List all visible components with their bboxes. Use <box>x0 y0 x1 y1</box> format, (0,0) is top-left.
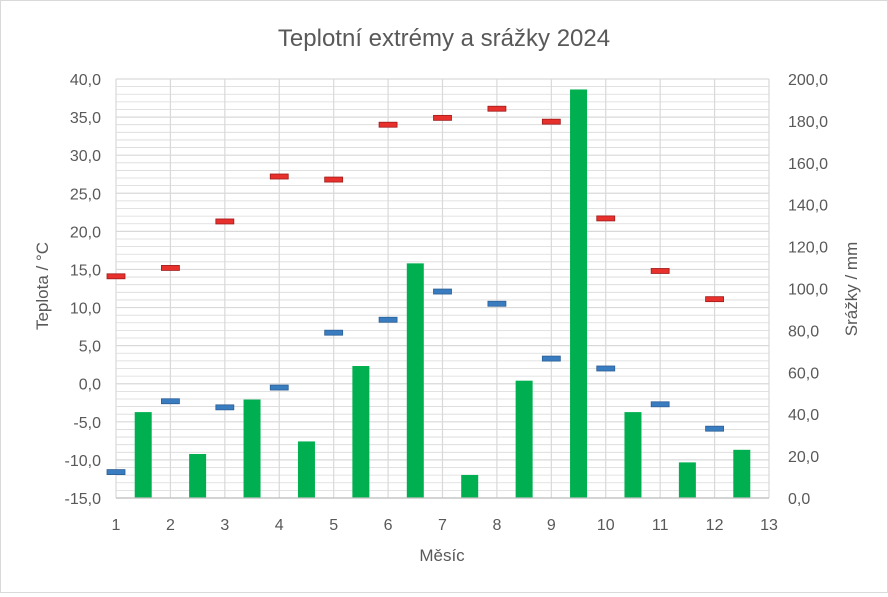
y-left-tick-label: 30,0 <box>70 148 101 165</box>
min-temperature-marker <box>215 404 235 411</box>
y-left-tick-label: 40,0 <box>70 72 101 89</box>
x-tick-label: 11 <box>652 517 669 534</box>
y-left-tick-label: 5,0 <box>79 339 101 356</box>
y-left-tick-label: 10,0 <box>70 301 101 318</box>
max-temperature-marker <box>378 121 398 128</box>
precipitation-bar <box>243 399 261 498</box>
precipitation-bars <box>134 89 751 498</box>
y-right-tick-label: 80,0 <box>788 323 819 340</box>
min-temperature-marker <box>650 401 670 408</box>
y-right-tick-label: 20,0 <box>788 449 819 466</box>
x-tick-label: 7 <box>438 517 447 534</box>
precipitation-bar <box>515 380 533 498</box>
max-temperature-marker <box>487 105 507 112</box>
precipitation-bar <box>352 366 370 498</box>
min-temperature-marker <box>541 355 561 362</box>
min-temperature-marker <box>324 329 344 336</box>
max-temperature-marker <box>215 218 235 225</box>
y-left-tick-label: -15,0 <box>65 491 102 508</box>
x-tick-label: 6 <box>384 517 393 534</box>
y-right-tick-label: 60,0 <box>788 365 819 382</box>
precipitation-bar <box>134 412 152 498</box>
precipitation-bar <box>678 462 696 498</box>
min-temperature-marker <box>269 384 289 391</box>
x-tick-label: 5 <box>329 517 338 534</box>
axes: 1 2 3 4 5 6 7 8 9 10 11 12 13-15,0-10,0-5,00,05,010,… <box>65 72 829 534</box>
min-temperature-marker <box>378 316 398 323</box>
y-right-tick-label: 200,0 <box>788 72 828 89</box>
max-temperature-marker <box>650 268 670 274</box>
max-temperature-marker <box>324 176 344 183</box>
y-right-tick-label: 140,0 <box>788 198 828 215</box>
precipitation-bar <box>624 412 642 498</box>
temperature-marks <box>106 105 724 475</box>
x-tick-label: 2 <box>166 517 175 534</box>
min-temperature-marker <box>433 288 452 295</box>
x-tick-label: 3 <box>220 517 229 534</box>
y-left-tick-label: -10,0 <box>65 453 102 470</box>
min-temperature-marker <box>161 398 180 405</box>
y-right-tick-label: 160,0 <box>788 156 828 173</box>
y-right-tick-label: 180,0 <box>788 114 828 131</box>
y-axis-title-left: Teplota / °C <box>33 242 52 330</box>
y-axis-title-right: Srážky / mm <box>842 242 861 336</box>
max-temperature-marker <box>269 173 289 180</box>
y-left-tick-label: 15,0 <box>70 262 101 279</box>
min-temperature-marker <box>705 425 724 432</box>
max-temperature-marker <box>161 265 180 271</box>
x-tick-label: 4 <box>275 517 284 534</box>
x-tick-label: 8 <box>492 517 501 534</box>
precipitation-bar <box>570 89 588 498</box>
y-left-tick-label: 25,0 <box>70 186 101 203</box>
y-left-tick-label: 20,0 <box>70 224 101 241</box>
y-right-tick-label: 100,0 <box>788 282 828 299</box>
x-tick-label: 10 <box>597 517 615 534</box>
y-right-tick-label: 40,0 <box>788 407 819 424</box>
y-left-tick-label: 35,0 <box>70 110 101 127</box>
x-tick-label: 1 <box>112 517 121 534</box>
y-left-tick-label: 0,0 <box>79 377 101 394</box>
precipitation-bar <box>189 454 207 498</box>
max-temperature-marker <box>106 273 126 280</box>
min-temperature-marker <box>596 365 616 372</box>
x-axis-title: Měsíc <box>419 546 465 565</box>
min-temperature-marker <box>487 300 507 307</box>
chart-title: Teplotní extrémy a srážky 2024 <box>278 25 610 52</box>
min-temperature-marker <box>106 469 126 475</box>
max-temperature-marker <box>541 118 561 125</box>
precipitation-bar <box>297 441 315 498</box>
precipitation-bar <box>406 263 424 498</box>
max-temperature-marker <box>596 215 616 222</box>
y-right-tick-label: 120,0 <box>788 240 828 257</box>
grid <box>115 78 770 499</box>
y-right-tick-label: 0,0 <box>788 491 810 508</box>
x-tick-label: 13 <box>760 517 778 534</box>
max-temperature-marker <box>433 114 452 121</box>
x-tick-label: 12 <box>706 517 724 534</box>
max-temperature-marker <box>705 296 724 303</box>
y-left-tick-label: -5,0 <box>73 415 101 432</box>
precipitation-bar <box>733 449 751 498</box>
x-tick-label: 9 <box>547 517 556 534</box>
precipitation-bar <box>461 474 479 498</box>
